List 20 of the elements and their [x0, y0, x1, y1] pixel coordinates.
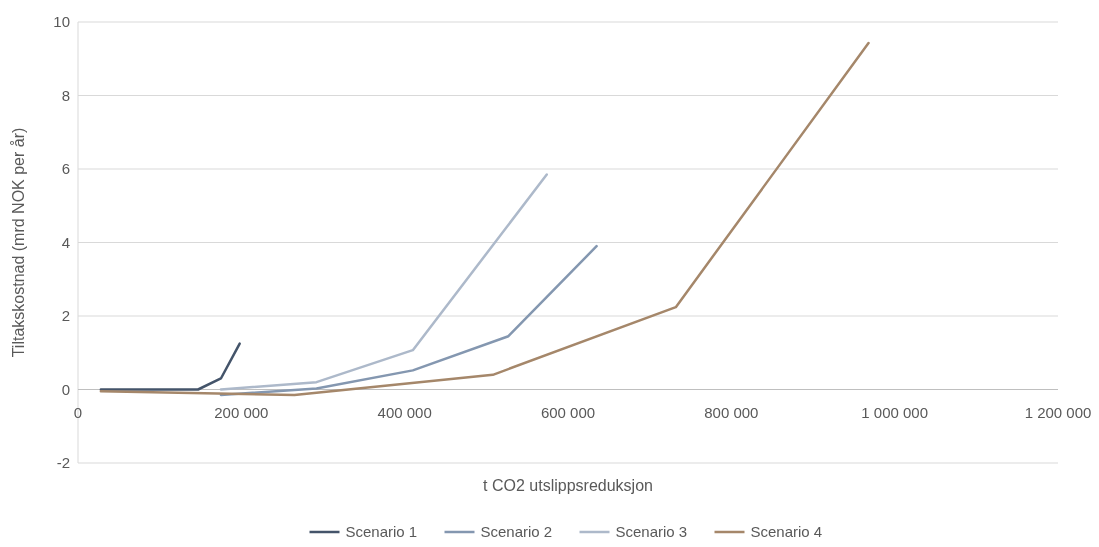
x-tick-label: 600 000 — [540, 403, 596, 421]
x-tick-label: 800 000 — [704, 403, 759, 421]
x-tick-label: 200 000 — [214, 403, 269, 421]
y-tick-label: 8 — [61, 86, 70, 104]
y-tick-label: -2 — [56, 454, 70, 472]
legend-label: Scenario 2 — [480, 523, 553, 540]
legend-label: Scenario 1 — [345, 523, 418, 540]
y-tick-label: 4 — [61, 233, 70, 251]
y-tick-label: 10 — [53, 13, 70, 31]
x-tick-label: 1 200 000 — [1024, 403, 1092, 421]
x-tick-label: 1 000 000 — [861, 403, 929, 421]
legend-label: Scenario 3 — [615, 523, 688, 540]
x-tick-label: 400 000 — [377, 403, 432, 421]
y-tick-label: 2 — [61, 307, 70, 325]
x-axis-title: t CO2 utslippsreduksjon — [483, 477, 653, 494]
y-tick-label: 0 — [61, 380, 70, 398]
x-tick-label: 0 — [73, 403, 83, 421]
legend-label: Scenario 4 — [750, 523, 823, 540]
y-axis-title: Tiltakskostnad (mrd NOK per år) — [10, 127, 27, 358]
y-tick-label: 6 — [61, 160, 70, 178]
